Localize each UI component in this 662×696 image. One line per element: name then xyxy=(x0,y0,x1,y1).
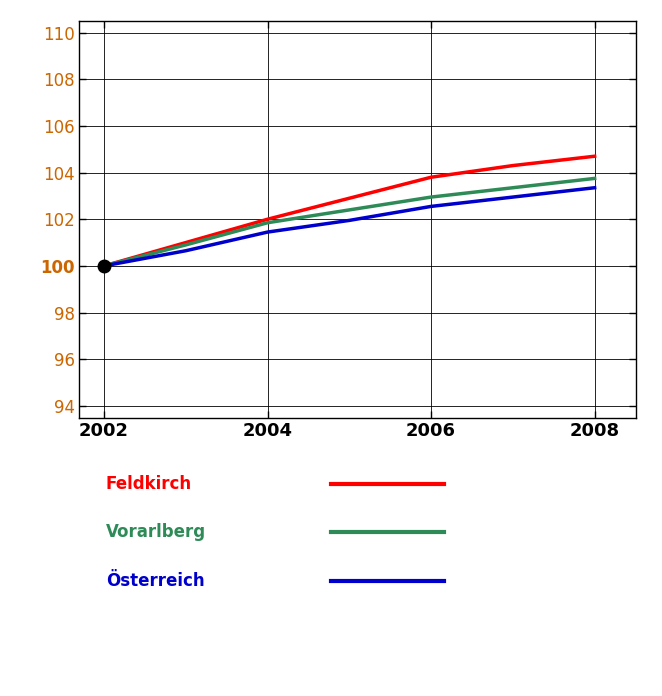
Text: Österreich: Österreich xyxy=(106,572,205,590)
Text: Feldkirch: Feldkirch xyxy=(106,475,192,493)
Text: Vorarlberg: Vorarlberg xyxy=(106,523,206,541)
